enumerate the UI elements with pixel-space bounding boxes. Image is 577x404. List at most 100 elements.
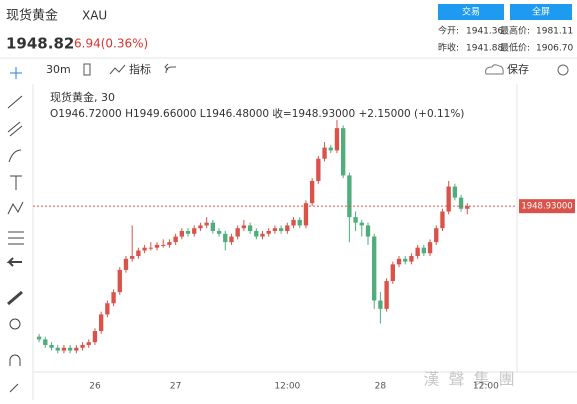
- candle-body: [260, 233, 265, 237]
- candle-body: [403, 258, 408, 262]
- candle-body: [247, 225, 253, 231]
- candle-body: [434, 228, 439, 243]
- candle-body: [334, 128, 340, 151]
- candle-body: [328, 147, 333, 151]
- left-toolbar: [6, 67, 24, 393]
- candle-body: [440, 211, 445, 229]
- candle-body: [235, 228, 240, 237]
- candle-body: [465, 206, 470, 209]
- x-tick-label: 12:00: [473, 382, 499, 392]
- candle-body: [36, 336, 42, 340]
- undo-icon[interactable]: [164, 63, 176, 74]
- price: 1948.82: [6, 35, 74, 53]
- interval[interactable]: 30m: [46, 63, 71, 76]
- pattern-tool[interactable]: [7, 201, 24, 215]
- stat-value: 1941.36: [466, 27, 503, 37]
- candle-body: [384, 281, 389, 309]
- candle-body: [241, 225, 247, 229]
- symbol: XAU: [82, 9, 107, 23]
- stat-label: 今开:: [438, 25, 459, 37]
- fib-tool[interactable]: [7, 121, 23, 137]
- button-label[interactable]: 交易: [462, 6, 480, 18]
- back-tool[interactable]: [6, 257, 22, 267]
- indicators[interactable]: 指标: [129, 62, 151, 76]
- stat-value: 1941.88: [466, 44, 503, 54]
- x-tick-label: 28: [375, 382, 387, 392]
- candle-body: [365, 225, 371, 237]
- stat-value: 1981.11: [536, 27, 573, 37]
- x-tick-label: 27: [170, 382, 181, 392]
- candle-body: [309, 180, 315, 204]
- text-tool[interactable]: [10, 175, 22, 190]
- candle-body: [148, 247, 153, 249]
- candle-body: [123, 258, 129, 270]
- candle-body: [216, 231, 222, 234]
- candle-body: [223, 233, 228, 243]
- candle-body: [396, 258, 402, 265]
- candle-body: [43, 339, 48, 345]
- candle-body: [111, 292, 116, 304]
- candle-body: [458, 197, 464, 209]
- candle-body: [49, 344, 54, 348]
- candle-body: [130, 256, 135, 259]
- candle-body: [55, 347, 60, 351]
- trade-button[interactable]: [438, 4, 504, 20]
- indicator-icon[interactable]: [109, 64, 126, 75]
- lock-tool[interactable]: [9, 383, 19, 393]
- candle-body: [297, 219, 302, 226]
- candle-body: [291, 219, 296, 226]
- brush-tool[interactable]: [8, 149, 22, 163]
- crosshair-tool[interactable]: [10, 67, 22, 79]
- button-label[interactable]: 全屏: [532, 6, 550, 18]
- candle-body: [415, 247, 420, 257]
- candle-body: [421, 247, 427, 254]
- candle-body: [372, 236, 377, 301]
- last-price-box: [519, 199, 575, 214]
- zoom-tool[interactable]: [9, 318, 21, 330]
- measure-tool[interactable]: [7, 290, 23, 306]
- magnet-tool[interactable]: [9, 354, 21, 366]
- settings-icon[interactable]: [557, 64, 569, 76]
- candle-body: [92, 331, 98, 343]
- candle-body: [322, 147, 327, 159]
- candle-body: [161, 244, 166, 246]
- candle-body: [378, 300, 383, 309]
- candle-body: [80, 344, 85, 348]
- trendline-tool[interactable]: [7, 95, 23, 109]
- cloud-icon[interactable]: [485, 64, 504, 75]
- candle-body: [136, 250, 141, 257]
- stat-label: 最低价:: [500, 42, 530, 54]
- candle-body: [210, 222, 216, 231]
- price-change: 6.94(0.36%): [74, 37, 148, 51]
- candle-icon[interactable]: [83, 63, 91, 76]
- candle-body: [427, 242, 433, 254]
- candle-body: [74, 347, 79, 351]
- ohlc-text: O1946.72000 H1949.66000 L1946.48000 收=19…: [50, 107, 464, 120]
- candle-body: [285, 225, 290, 231]
- candle-body: [303, 203, 309, 226]
- candle-body: [167, 242, 172, 245]
- prediction-tool[interactable]: [8, 231, 24, 245]
- candle-body: [272, 228, 278, 231]
- candle-body: [61, 347, 67, 351]
- candle-body: [254, 231, 259, 237]
- candle-body: [198, 225, 203, 229]
- candle-body: [105, 303, 110, 315]
- last-price-label: 1948.93000: [521, 202, 572, 212]
- candle-body: [316, 158, 321, 181]
- candle-body: [390, 264, 395, 282]
- candle-body: [86, 342, 91, 345]
- stats: 今开: 1941.36 最高价: 1981.11 昨收: 1941.88 最低价…: [438, 25, 573, 54]
- fullscreen-button[interactable]: [510, 4, 572, 20]
- stat-value: 1906.70: [536, 44, 573, 54]
- save[interactable]: 保存: [507, 62, 529, 76]
- x-tick-label: 12:00: [274, 382, 300, 392]
- candle-body: [142, 247, 147, 251]
- stat-label: 昨收:: [438, 42, 459, 54]
- candle-body: [340, 128, 346, 176]
- instrument-name: 现货黄金: [6, 8, 58, 24]
- candle-body: [229, 236, 234, 243]
- candle-body: [452, 186, 458, 198]
